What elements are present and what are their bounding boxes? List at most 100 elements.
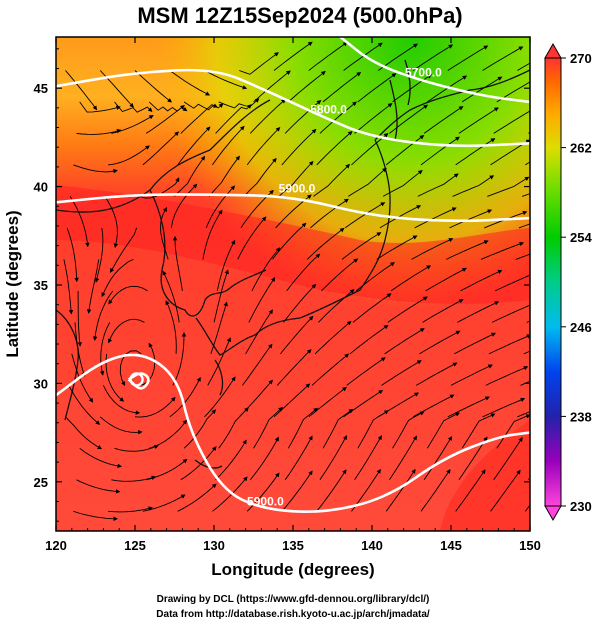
streamline [242, 343, 273, 386]
streamline [450, 364, 493, 386]
streamline [202, 209, 223, 260]
colorbar-tick-label: 262 [570, 141, 592, 156]
streamline [63, 259, 74, 315]
streamline [99, 322, 111, 376]
contour-label: 5700.0 [405, 65, 442, 79]
streamline [389, 435, 417, 481]
streamline [253, 406, 283, 449]
streamline [68, 385, 101, 425]
streamline [355, 262, 395, 292]
contour-label: 5900.0 [247, 494, 284, 508]
streamline [306, 227, 345, 260]
streamline [515, 253, 530, 260]
streamline [458, 107, 499, 134]
streamline [284, 100, 322, 134]
streamline [205, 185, 236, 229]
streamline [346, 357, 386, 386]
streamline [119, 350, 142, 387]
streamline [313, 163, 351, 197]
streamline [384, 328, 425, 355]
streamline [108, 285, 148, 305]
x-tick-label: 150 [519, 538, 541, 553]
streamline [485, 366, 529, 386]
streamline [316, 131, 353, 166]
streamline [73, 164, 118, 174]
streamline [490, 469, 521, 512]
colorbar-top-triangle [544, 42, 562, 59]
credit-data: Data from http://database.rish.kyoto-u.a… [156, 609, 430, 620]
streamline [107, 318, 145, 344]
streamline [159, 207, 169, 260]
streamline [420, 468, 451, 512]
streamline [493, 108, 530, 134]
streamline [105, 353, 125, 402]
streamline [491, 302, 530, 323]
y-tick-label: 40 [34, 180, 48, 195]
streamline [243, 157, 277, 197]
streamline [249, 436, 279, 481]
streamline [213, 269, 229, 323]
streamline [311, 353, 350, 386]
streamline [385, 134, 425, 166]
streamline [172, 332, 187, 386]
streamline [177, 483, 217, 512]
streamline [248, 277, 276, 323]
streamline [207, 337, 231, 386]
streamline [415, 362, 458, 386]
colorbar-tick-label: 270 [570, 51, 592, 66]
streamline [114, 444, 159, 452]
streamline [379, 205, 422, 229]
streamline [425, 267, 467, 292]
streamline [249, 98, 286, 134]
streamline [422, 299, 464, 323]
streamline [447, 45, 489, 71]
wind-streamlines [63, 41, 530, 521]
x-tick-label: 130 [203, 538, 225, 553]
height-contours: 5700.0 5800.0 5900.0 5900.0 [56, 37, 530, 513]
streamline [111, 115, 154, 134]
streamline [354, 435, 382, 481]
streamline [414, 207, 457, 229]
streamline [286, 253, 321, 292]
streamline [376, 235, 418, 260]
x-tick-label: 125 [124, 538, 146, 553]
streamline [455, 138, 496, 166]
streamline [162, 270, 180, 323]
streamline [314, 320, 352, 355]
streamline [238, 379, 273, 418]
streamline [237, 216, 267, 260]
colorbar-bottom-triangle [544, 505, 562, 522]
streamline [520, 380, 530, 386]
streamline [322, 408, 354, 449]
streamline [86, 259, 100, 314]
contour-line [56, 353, 530, 513]
streamline [343, 389, 384, 418]
streamline [174, 155, 206, 197]
streamline [378, 392, 419, 418]
streamline [308, 41, 348, 71]
streamline [281, 470, 313, 512]
streamline [69, 196, 90, 248]
streamline [145, 458, 188, 481]
streamline [65, 70, 98, 111]
streamline [348, 167, 387, 197]
streamline [104, 196, 119, 249]
streamline [109, 227, 138, 273]
y-tick-label: 25 [34, 475, 48, 490]
x-tick-label: 120 [45, 538, 67, 553]
axes-ticks: 120 125 130 135 140 145 150 25 30 35 40 45 [34, 37, 541, 553]
plot-area: 5700.0 5800.0 5900.0 5900.0 [56, 37, 530, 531]
streamline [308, 386, 347, 418]
streamline [517, 411, 530, 418]
streamline [183, 409, 216, 449]
streamline [317, 289, 355, 323]
streamline [349, 324, 389, 355]
streamline [343, 42, 383, 71]
streamline [102, 385, 141, 415]
streamline [321, 258, 359, 292]
streamline [280, 315, 314, 355]
streamline [385, 468, 416, 512]
streamline [79, 101, 121, 113]
streamline [427, 75, 468, 103]
contour-line [339, 37, 530, 104]
